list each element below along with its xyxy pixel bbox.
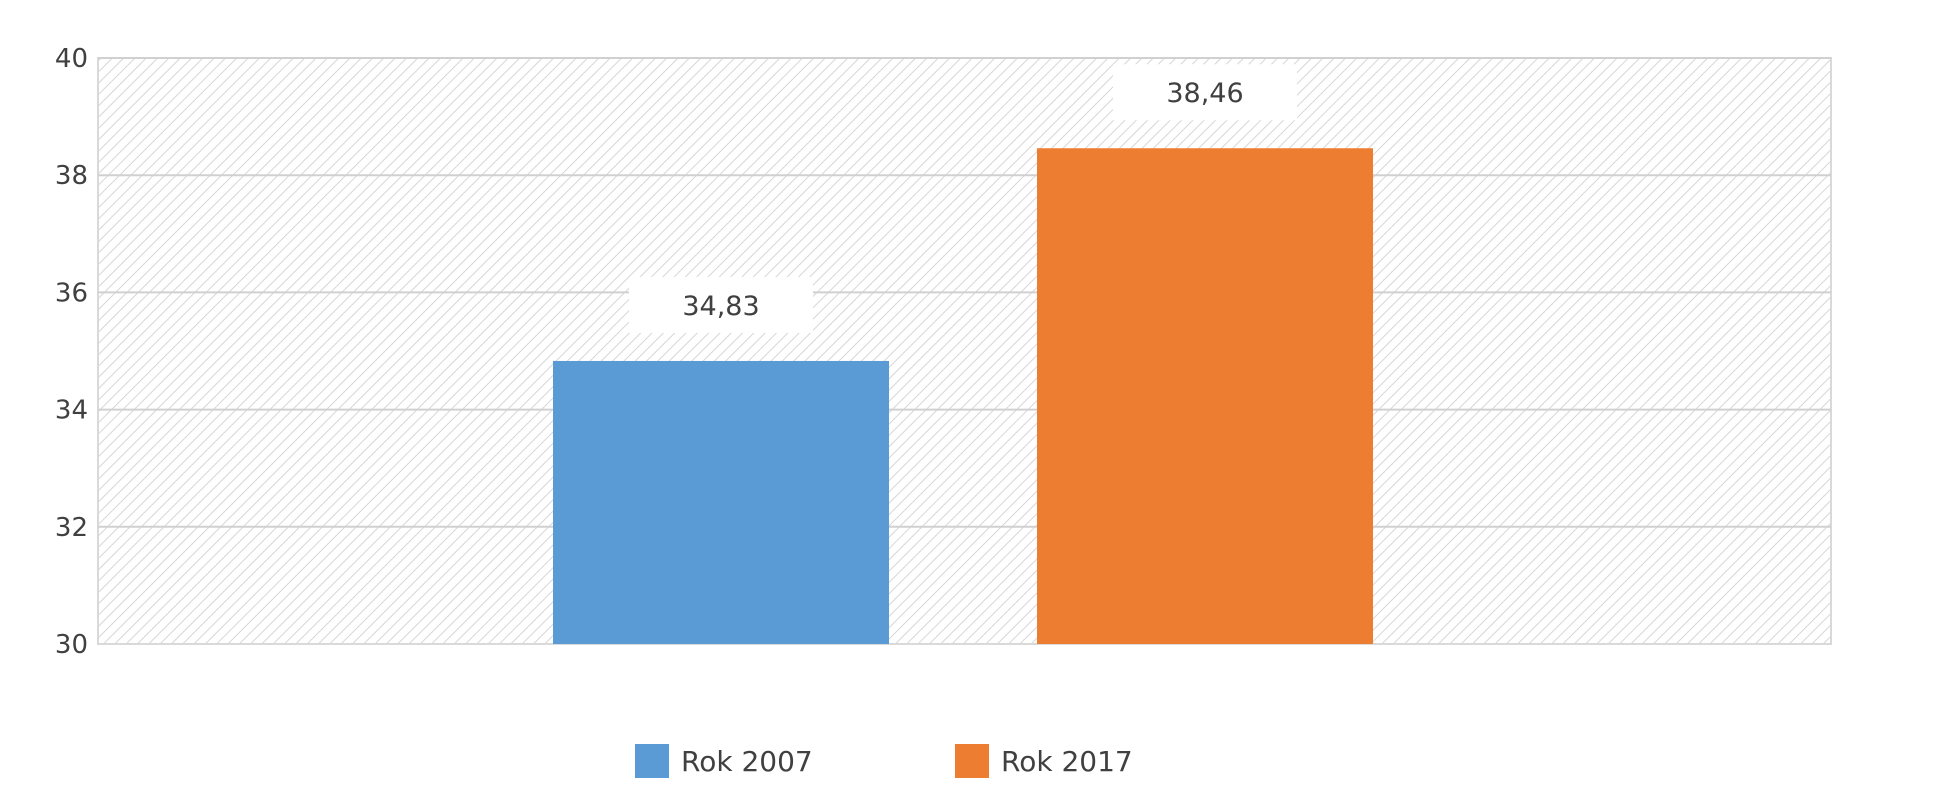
y-tick-label: 38 [55,161,88,191]
y-tick-label: 36 [55,278,88,308]
data-labels: 34,83 38,46 [629,64,1297,333]
bar-rok-2017 [1037,148,1373,644]
data-label-background [1113,64,1297,121]
data-label-background [629,276,813,333]
legend: Rok 2007 Rok 2017 [635,744,1133,778]
y-axis-tick-labels: 30 32 34 36 38 40 [55,44,88,660]
y-tick-label: 34 [55,396,88,426]
legend-swatch [955,744,989,778]
legend-label: Rok 2017 [1001,745,1133,778]
data-label: 34,83 [682,291,759,322]
y-tick-label: 32 [55,513,88,543]
y-tick-label: 30 [55,630,88,660]
bar-rok-2007 [553,360,889,644]
gridlines [98,57,1831,528]
y-tick-label: 40 [55,44,88,74]
bars [553,148,1373,644]
legend-swatch [635,744,669,778]
plot-area-background [97,57,1832,645]
data-label: 38,46 [1166,78,1243,109]
legend-label: Rok 2007 [681,745,813,778]
